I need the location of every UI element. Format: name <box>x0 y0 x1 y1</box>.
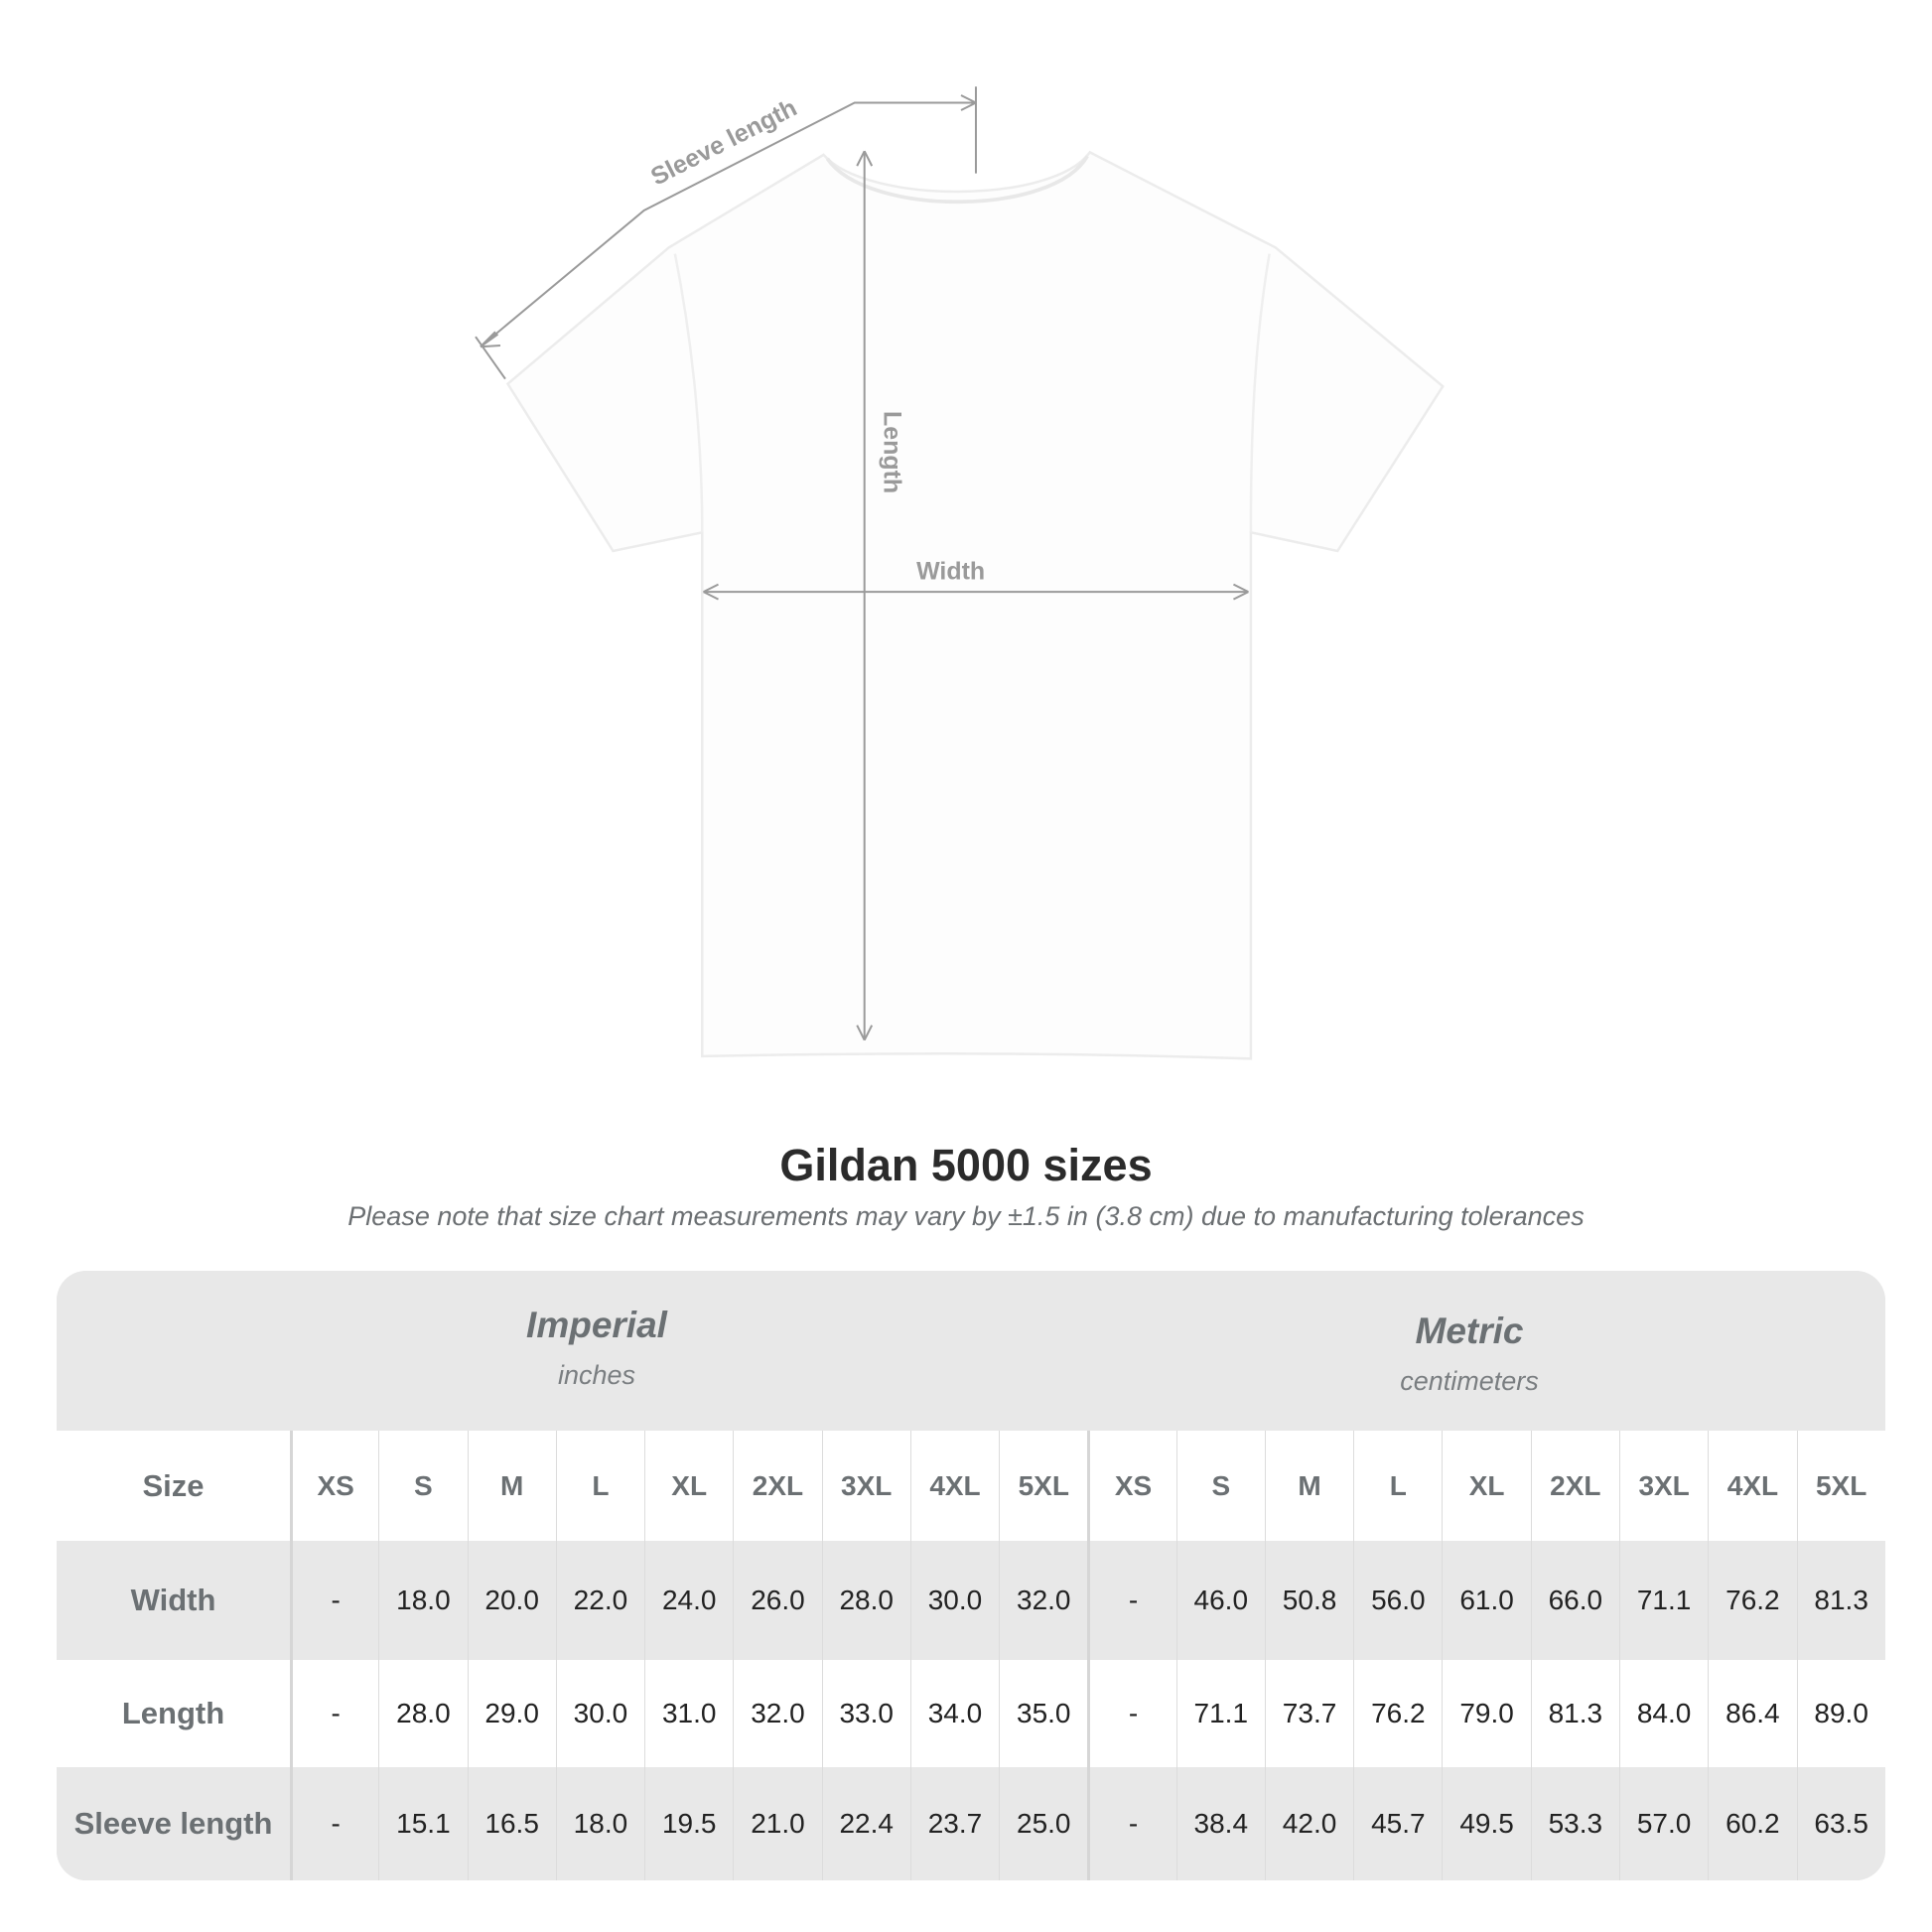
metric-value-cell: 57.0 <box>1618 1767 1708 1880</box>
imperial-value-cell: - <box>290 1541 378 1660</box>
imperial-size-header: S <box>378 1431 467 1541</box>
metric-value-cell: 46.0 <box>1175 1541 1265 1660</box>
imperial-size-header: 3XL <box>821 1431 910 1541</box>
metric-size-header: XL <box>1442 1431 1530 1541</box>
metric-value-cell: 42.0 <box>1264 1767 1353 1880</box>
metric-value-cell: 86.4 <box>1708 1660 1796 1767</box>
imperial-unit: inches <box>557 1360 636 1390</box>
metric-value-cell: 76.2 <box>1708 1541 1796 1660</box>
metric-value-cell: - <box>1087 1541 1175 1660</box>
imperial-value-cell: 20.0 <box>467 1541 556 1660</box>
metric-size-header: 2XL <box>1530 1431 1619 1541</box>
length-label: Length <box>879 411 906 493</box>
imperial-value-cell: 29.0 <box>467 1660 556 1767</box>
imperial-value-cell: - <box>290 1660 378 1767</box>
imperial-value-cell: 32.0 <box>999 1541 1087 1660</box>
row-label: Length <box>121 1696 225 1730</box>
imperial-value-cell: 31.0 <box>644 1660 733 1767</box>
imperial-value-cell: 28.0 <box>378 1660 467 1767</box>
metric-value-cell: 81.3 <box>1530 1660 1619 1767</box>
imperial-value-cell: 18.0 <box>378 1541 467 1660</box>
imperial-value-cell: 33.0 <box>821 1660 910 1767</box>
metric-value-cell: 71.1 <box>1618 1541 1708 1660</box>
metric-value-cell: 73.7 <box>1264 1660 1353 1767</box>
metric-title: Metric <box>1415 1311 1524 1351</box>
imperial-value-cell: 16.5 <box>467 1767 556 1880</box>
row-label: Width <box>130 1583 216 1617</box>
tolerance-note: Please note that size chart measurements… <box>347 1201 1585 1231</box>
page-title: Gildan 5000 sizes <box>779 1140 1153 1190</box>
metric-value-cell: 38.4 <box>1175 1767 1265 1880</box>
imperial-value-cell: 25.0 <box>999 1767 1087 1880</box>
size-column-label: Size <box>142 1467 205 1503</box>
size-table: Imperial inches Metric centimeters Size X… <box>57 1271 1885 1880</box>
imperial-value-cell: 22.4 <box>821 1767 910 1880</box>
table-row: Width -18.0 20.0 22.0 24.0 26.0 28.0 30.0 32.0-4… <box>57 1541 1885 1660</box>
unit-header: Imperial inches Metric centimeters <box>57 1271 1885 1431</box>
imperial-header: Imperial inches <box>299 1305 895 1391</box>
imperial-value-cell: 18.0 <box>555 1767 644 1880</box>
metric-value-cell: 60.2 <box>1708 1767 1796 1880</box>
imperial-value-cell: 26.0 <box>733 1541 821 1660</box>
imperial-size-header: 5XL <box>999 1431 1087 1541</box>
imperial-size-header: M <box>467 1431 556 1541</box>
imperial-value-cell: 28.0 <box>821 1541 910 1660</box>
row-label: Sleeve length <box>73 1806 273 1841</box>
tshirt-diagram: Sleeve length Length Width <box>475 86 1445 1060</box>
metric-value-cell: - <box>1087 1767 1175 1880</box>
sleeve-length-line <box>480 101 976 347</box>
imperial-value-cell: 15.1 <box>378 1767 467 1880</box>
metric-value-cell: 56.0 <box>1353 1541 1442 1660</box>
metric-value-cell: 53.3 <box>1530 1767 1619 1880</box>
metric-size-header: S <box>1175 1431 1265 1541</box>
metric-size-header: 3XL <box>1618 1431 1708 1541</box>
metric-size-header: L <box>1353 1431 1442 1541</box>
imperial-value-cell: 22.0 <box>555 1541 644 1660</box>
measurement-lines <box>475 86 1249 1041</box>
metric-value-cell: 61.0 <box>1442 1541 1530 1660</box>
metric-value-cell: 45.7 <box>1353 1767 1442 1880</box>
table-row: Sleeve length -15.1 16.5 18.0 19.5 21.0 22.4 23… <box>57 1767 1885 1880</box>
metric-value-cell: 71.1 <box>1175 1660 1265 1767</box>
imperial-title: Imperial <box>526 1305 667 1345</box>
imperial-value-cell: 21.0 <box>733 1767 821 1880</box>
metric-header: Metric centimeters <box>1172 1311 1767 1397</box>
imperial-size-header: XS <box>290 1431 378 1541</box>
metric-value-cell: 89.0 <box>1796 1660 1885 1767</box>
metric-unit: centimeters <box>1400 1366 1539 1396</box>
imperial-value-cell: 35.0 <box>999 1660 1087 1767</box>
table-row: Length -28.0 29.0 30.0 31.0 32.0 33.0 34.0 35.0-… <box>57 1660 1885 1767</box>
metric-size-header: XS <box>1087 1431 1175 1541</box>
imperial-size-header: L <box>555 1431 644 1541</box>
metric-value-cell: 79.0 <box>1442 1660 1530 1767</box>
imperial-value-cell: 32.0 <box>733 1660 821 1767</box>
metric-size-header: 4XL <box>1708 1431 1796 1541</box>
imperial-value-cell: 30.0 <box>555 1660 644 1767</box>
metric-size-header: M <box>1264 1431 1353 1541</box>
size-header-row: Size XS S M L XL 2XL 3XL 4XL 5XL XS S M L XL 2XL 3XL 4XL 5… <box>57 1431 1885 1541</box>
imperial-size-header: 4XL <box>909 1431 999 1541</box>
imperial-value-cell: 24.0 <box>644 1541 733 1660</box>
metric-size-header: 5XL <box>1796 1431 1885 1541</box>
metric-value-cell: - <box>1087 1660 1175 1767</box>
width-label: Width <box>916 558 985 586</box>
metric-value-cell: 76.2 <box>1353 1660 1442 1767</box>
metric-value-cell: 66.0 <box>1530 1541 1619 1660</box>
imperial-value-cell: 30.0 <box>909 1541 999 1660</box>
metric-value-cell: 63.5 <box>1796 1767 1885 1880</box>
imperial-value-cell: 23.7 <box>909 1767 999 1880</box>
imperial-size-header: XL <box>644 1431 733 1541</box>
tshirt-shape <box>505 150 1445 1060</box>
metric-value-cell: 81.3 <box>1796 1541 1885 1660</box>
imperial-value-cell: - <box>290 1767 378 1880</box>
metric-value-cell: 50.8 <box>1264 1541 1353 1660</box>
imperial-size-header: 2XL <box>733 1431 821 1541</box>
metric-value-cell: 49.5 <box>1442 1767 1530 1880</box>
imperial-value-cell: 34.0 <box>909 1660 999 1767</box>
imperial-value-cell: 19.5 <box>644 1767 733 1880</box>
metric-value-cell: 84.0 <box>1618 1660 1708 1767</box>
